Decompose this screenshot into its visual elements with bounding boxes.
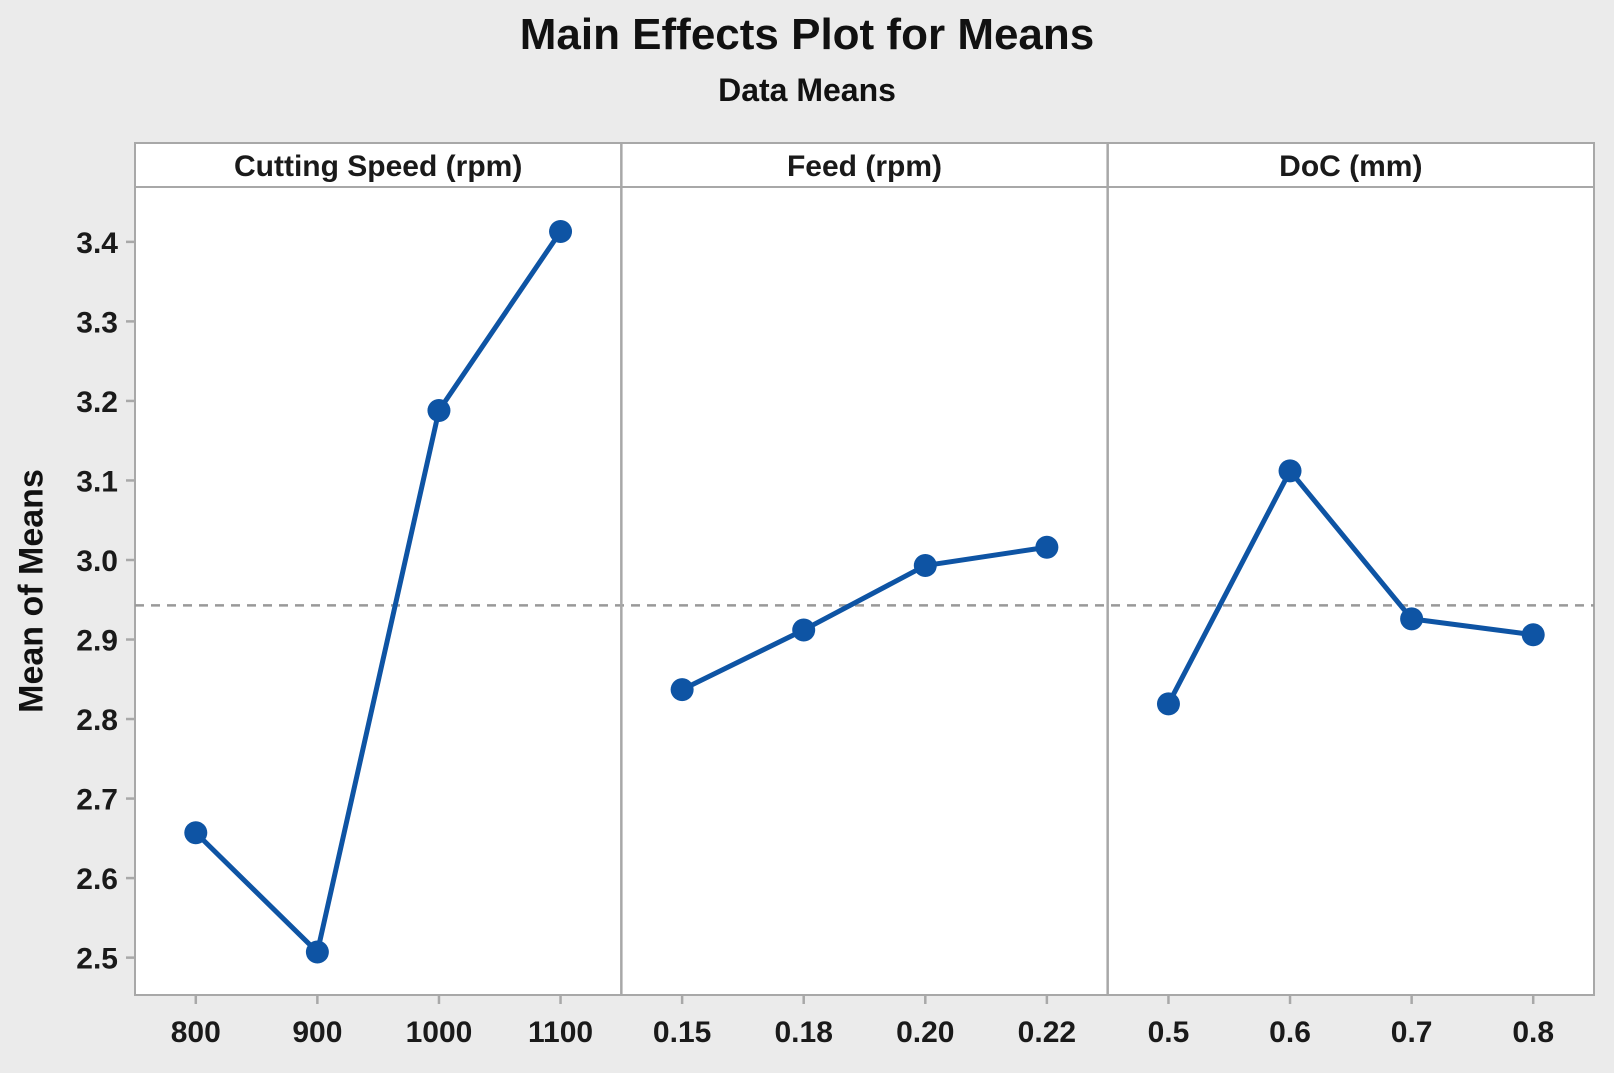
y-tick-label: 2.9 xyxy=(76,625,118,658)
plot-area xyxy=(134,186,1595,996)
data-point xyxy=(1035,535,1059,559)
x-tick-label: 0.22 xyxy=(1018,1016,1076,1049)
data-point xyxy=(549,220,573,244)
x-tick-label: 1000 xyxy=(406,1016,473,1049)
data-point xyxy=(1278,459,1302,483)
data-point xyxy=(184,821,208,845)
x-tick-label: 900 xyxy=(292,1016,342,1049)
x-tick-label: 1100 xyxy=(528,1016,593,1049)
data-point xyxy=(427,398,451,422)
x-tick-label: 0.20 xyxy=(896,1016,954,1049)
y-tick-label: 2.7 xyxy=(76,784,118,817)
x-tick-label: 0.8 xyxy=(1512,1016,1554,1049)
data-point xyxy=(792,618,816,642)
y-tick-label: 3.3 xyxy=(76,306,118,339)
data-point xyxy=(913,554,937,578)
series-line xyxy=(1165,468,1536,707)
series-line xyxy=(193,229,564,955)
y-tick-label: 3.0 xyxy=(76,545,118,578)
x-tick-label: 0.5 xyxy=(1148,1016,1190,1049)
data-point xyxy=(1400,607,1424,631)
y-tick-label: 3.1 xyxy=(76,465,118,498)
x-tick-label: 800 xyxy=(171,1016,221,1049)
x-tick-label: 0.18 xyxy=(775,1016,833,1049)
data-point xyxy=(305,940,329,964)
chart-title: Main Effects Plot for Means xyxy=(519,10,1095,59)
panel-header-label: DoC (mm) xyxy=(1279,150,1422,183)
series-line xyxy=(679,544,1050,693)
panel-header-label: Cutting Speed (rpm) xyxy=(234,150,522,183)
y-tick-label: 3.2 xyxy=(76,386,118,419)
y-tick-label: 2.8 xyxy=(76,704,118,737)
data-point xyxy=(1521,623,1545,647)
data-point xyxy=(670,678,694,702)
y-tick-label: 2.6 xyxy=(76,863,118,896)
data-point xyxy=(1156,692,1180,716)
panel-header-label: Feed (rpm) xyxy=(787,150,942,183)
y-tick-label: 2.5 xyxy=(76,943,118,976)
chart-subtitle: Data Means xyxy=(718,72,896,108)
y-tick-label: 3.4 xyxy=(76,227,118,260)
x-tick-label: 0.15 xyxy=(653,1016,711,1049)
x-tick-label: 0.6 xyxy=(1269,1016,1311,1049)
x-tick-label: 0.7 xyxy=(1391,1016,1433,1049)
